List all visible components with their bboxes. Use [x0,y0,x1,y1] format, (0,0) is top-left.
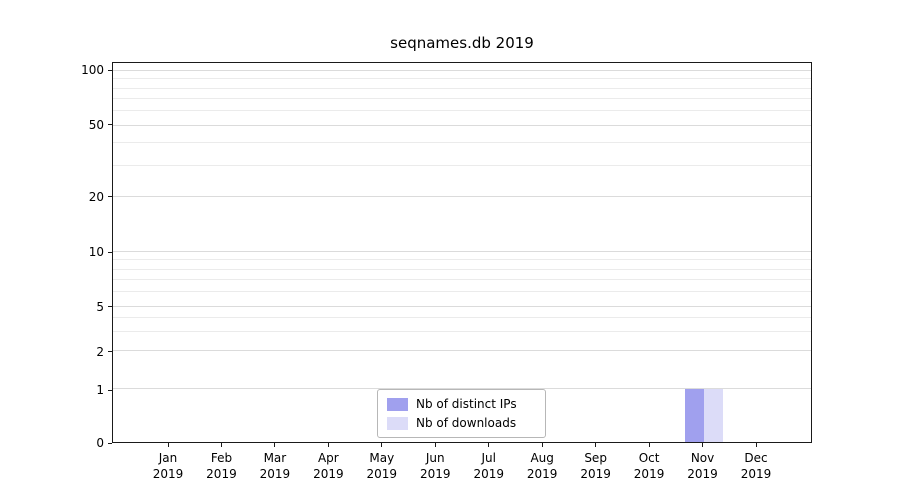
y-tick-mark [108,351,112,353]
y-tick-mark [108,124,112,126]
x-tick-label: Dec 2019 [740,451,772,481]
y-gridline-major [113,70,811,71]
y-tick-label: 1 [96,383,104,398]
y-gridline-minor [113,291,811,293]
y-gridline-major [113,124,811,126]
y-tick-label: 10 [88,245,104,260]
x-tick-mark [167,443,169,447]
x-tick-mark [755,443,757,447]
x-tick-label: Jun 2019 [419,451,451,481]
y-gridline-minor [113,259,811,261]
x-tick-label: Nov 2019 [687,451,718,481]
y-gridline-major [113,388,811,390]
legend-swatch [387,416,408,430]
y-tick-label: 5 [96,299,104,314]
x-tick-mark [702,443,704,447]
y-tick-mark [108,69,112,71]
x-tick-mark [595,443,597,447]
x-tick-mark [274,443,276,447]
y-tick-mark [108,196,112,198]
x-tick-mark [434,443,436,447]
legend: Nb of distinct IPs Nb of downloads [377,389,546,438]
y-gridline-major [113,350,811,352]
y-gridline-major [113,305,811,307]
y-gridline-minor [113,330,811,332]
chart-title: seqnames.db 2019 [390,34,534,52]
y-gridline-major [113,196,811,198]
y-gridline-minor [113,78,811,80]
y-gridline-minor [113,98,811,99]
x-tick-label: Aug 2019 [526,451,558,481]
y-gridline-minor [113,164,811,166]
plot-area [112,62,812,443]
bar [703,389,723,442]
y-gridline-minor [113,87,811,89]
x-tick-mark [541,443,543,447]
legend-item: Nb of distinct IPs [387,397,536,411]
bar [684,389,704,442]
x-tick-mark [327,443,329,447]
x-tick-mark [220,443,222,447]
x-tick-label: Sep 2019 [580,451,611,481]
x-tick-label: Feb 2019 [206,451,237,481]
legend-swatch [387,397,408,411]
y-tick-label: 100 [81,63,104,77]
x-tick-mark [381,443,383,447]
legend-item: Nb of downloads [387,416,536,430]
y-tick-mark [108,251,112,253]
y-gridline-minor [113,142,811,143]
y-tick-label: 0 [96,436,104,450]
y-gridline-minor [113,110,811,112]
y-gridline-minor [113,268,811,270]
x-tick-mark [648,443,650,447]
y-tick-label: 50 [88,117,104,132]
legend-item-label: Nb of downloads [416,416,517,430]
x-tick-label: May 2019 [366,451,398,481]
x-tick-label: Jul 2019 [473,451,504,481]
y-tick-label: 2 [96,344,104,359]
y-gridline-major [113,251,811,253]
x-tick-mark [488,443,490,447]
y-gridline-minor [113,316,811,318]
x-tick-label: Mar 2019 [259,451,291,481]
y-tick-mark [108,306,112,308]
x-tick-label: Jan 2019 [152,451,184,481]
legend-item-label: Nb of distinct IPs [416,397,517,411]
y-tick-mark [108,442,112,444]
x-tick-label: Apr 2019 [313,451,344,481]
y-tick-label: 20 [88,189,104,204]
x-tick-label: Oct 2019 [633,451,665,481]
y-gridline-minor [113,279,811,281]
y-tick-mark [108,389,112,391]
